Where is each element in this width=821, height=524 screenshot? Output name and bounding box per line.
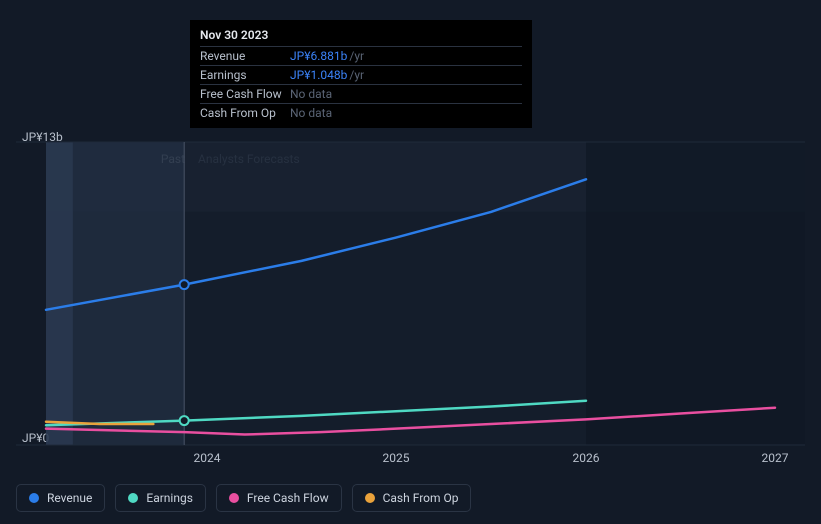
legend-dot-icon xyxy=(29,493,39,503)
chart-legend: Revenue Earnings Free Cash Flow Cash From O… xyxy=(16,484,471,512)
tooltip-metric-label: Earnings xyxy=(200,68,290,82)
legend-label: Cash From Op xyxy=(383,491,459,505)
legend-item-revenue[interactable]: Revenue xyxy=(16,484,105,512)
tooltip-metric-value: JP¥1.048b xyxy=(290,68,347,82)
legend-label: Free Cash Flow xyxy=(247,491,329,505)
legend-item-cfo[interactable]: Cash From Op xyxy=(352,484,472,512)
tooltip-row: RevenueJP¥6.881b /yr xyxy=(200,46,522,65)
tooltip-row: Free Cash FlowNo data xyxy=(200,84,522,103)
tooltip-metric-label: Cash From Op xyxy=(200,106,290,120)
tooltip-metric-label: Free Cash Flow xyxy=(200,87,290,101)
x-axis-label: 2026 xyxy=(573,451,600,465)
financials-chart[interactable]: JP¥13b JP¥0 Past Analysts Forecasts 2024… xyxy=(16,120,805,445)
x-axis-label: 2027 xyxy=(762,451,789,465)
tooltip-metric-unit: /yr xyxy=(349,49,364,63)
x-axis-label: 2024 xyxy=(194,451,221,465)
chart-svg xyxy=(16,120,805,447)
legend-item-fcf[interactable]: Free Cash Flow xyxy=(216,484,342,512)
tooltip-row: EarningsJP¥1.048b /yr xyxy=(200,65,522,84)
tooltip-metric-value: JP¥6.881b xyxy=(290,49,347,63)
x-axis-label: 2025 xyxy=(383,451,410,465)
chart-tooltip: Nov 30 2023 RevenueJP¥6.881b /yrEarnings… xyxy=(190,20,532,128)
legend-dot-icon xyxy=(365,493,375,503)
legend-item-earnings[interactable]: Earnings xyxy=(115,484,206,512)
tooltip-date: Nov 30 2023 xyxy=(200,28,522,46)
legend-dot-icon xyxy=(229,493,239,503)
tooltip-metric-unit: /yr xyxy=(349,68,364,82)
tooltip-metric-value: No data xyxy=(290,106,332,120)
tooltip-row: Cash From OpNo data xyxy=(200,103,522,122)
legend-label: Earnings xyxy=(146,491,193,505)
tooltip-metric-label: Revenue xyxy=(200,49,290,63)
legend-dot-icon xyxy=(128,493,138,503)
legend-label: Revenue xyxy=(47,491,92,505)
tooltip-metric-value: No data xyxy=(290,87,332,101)
